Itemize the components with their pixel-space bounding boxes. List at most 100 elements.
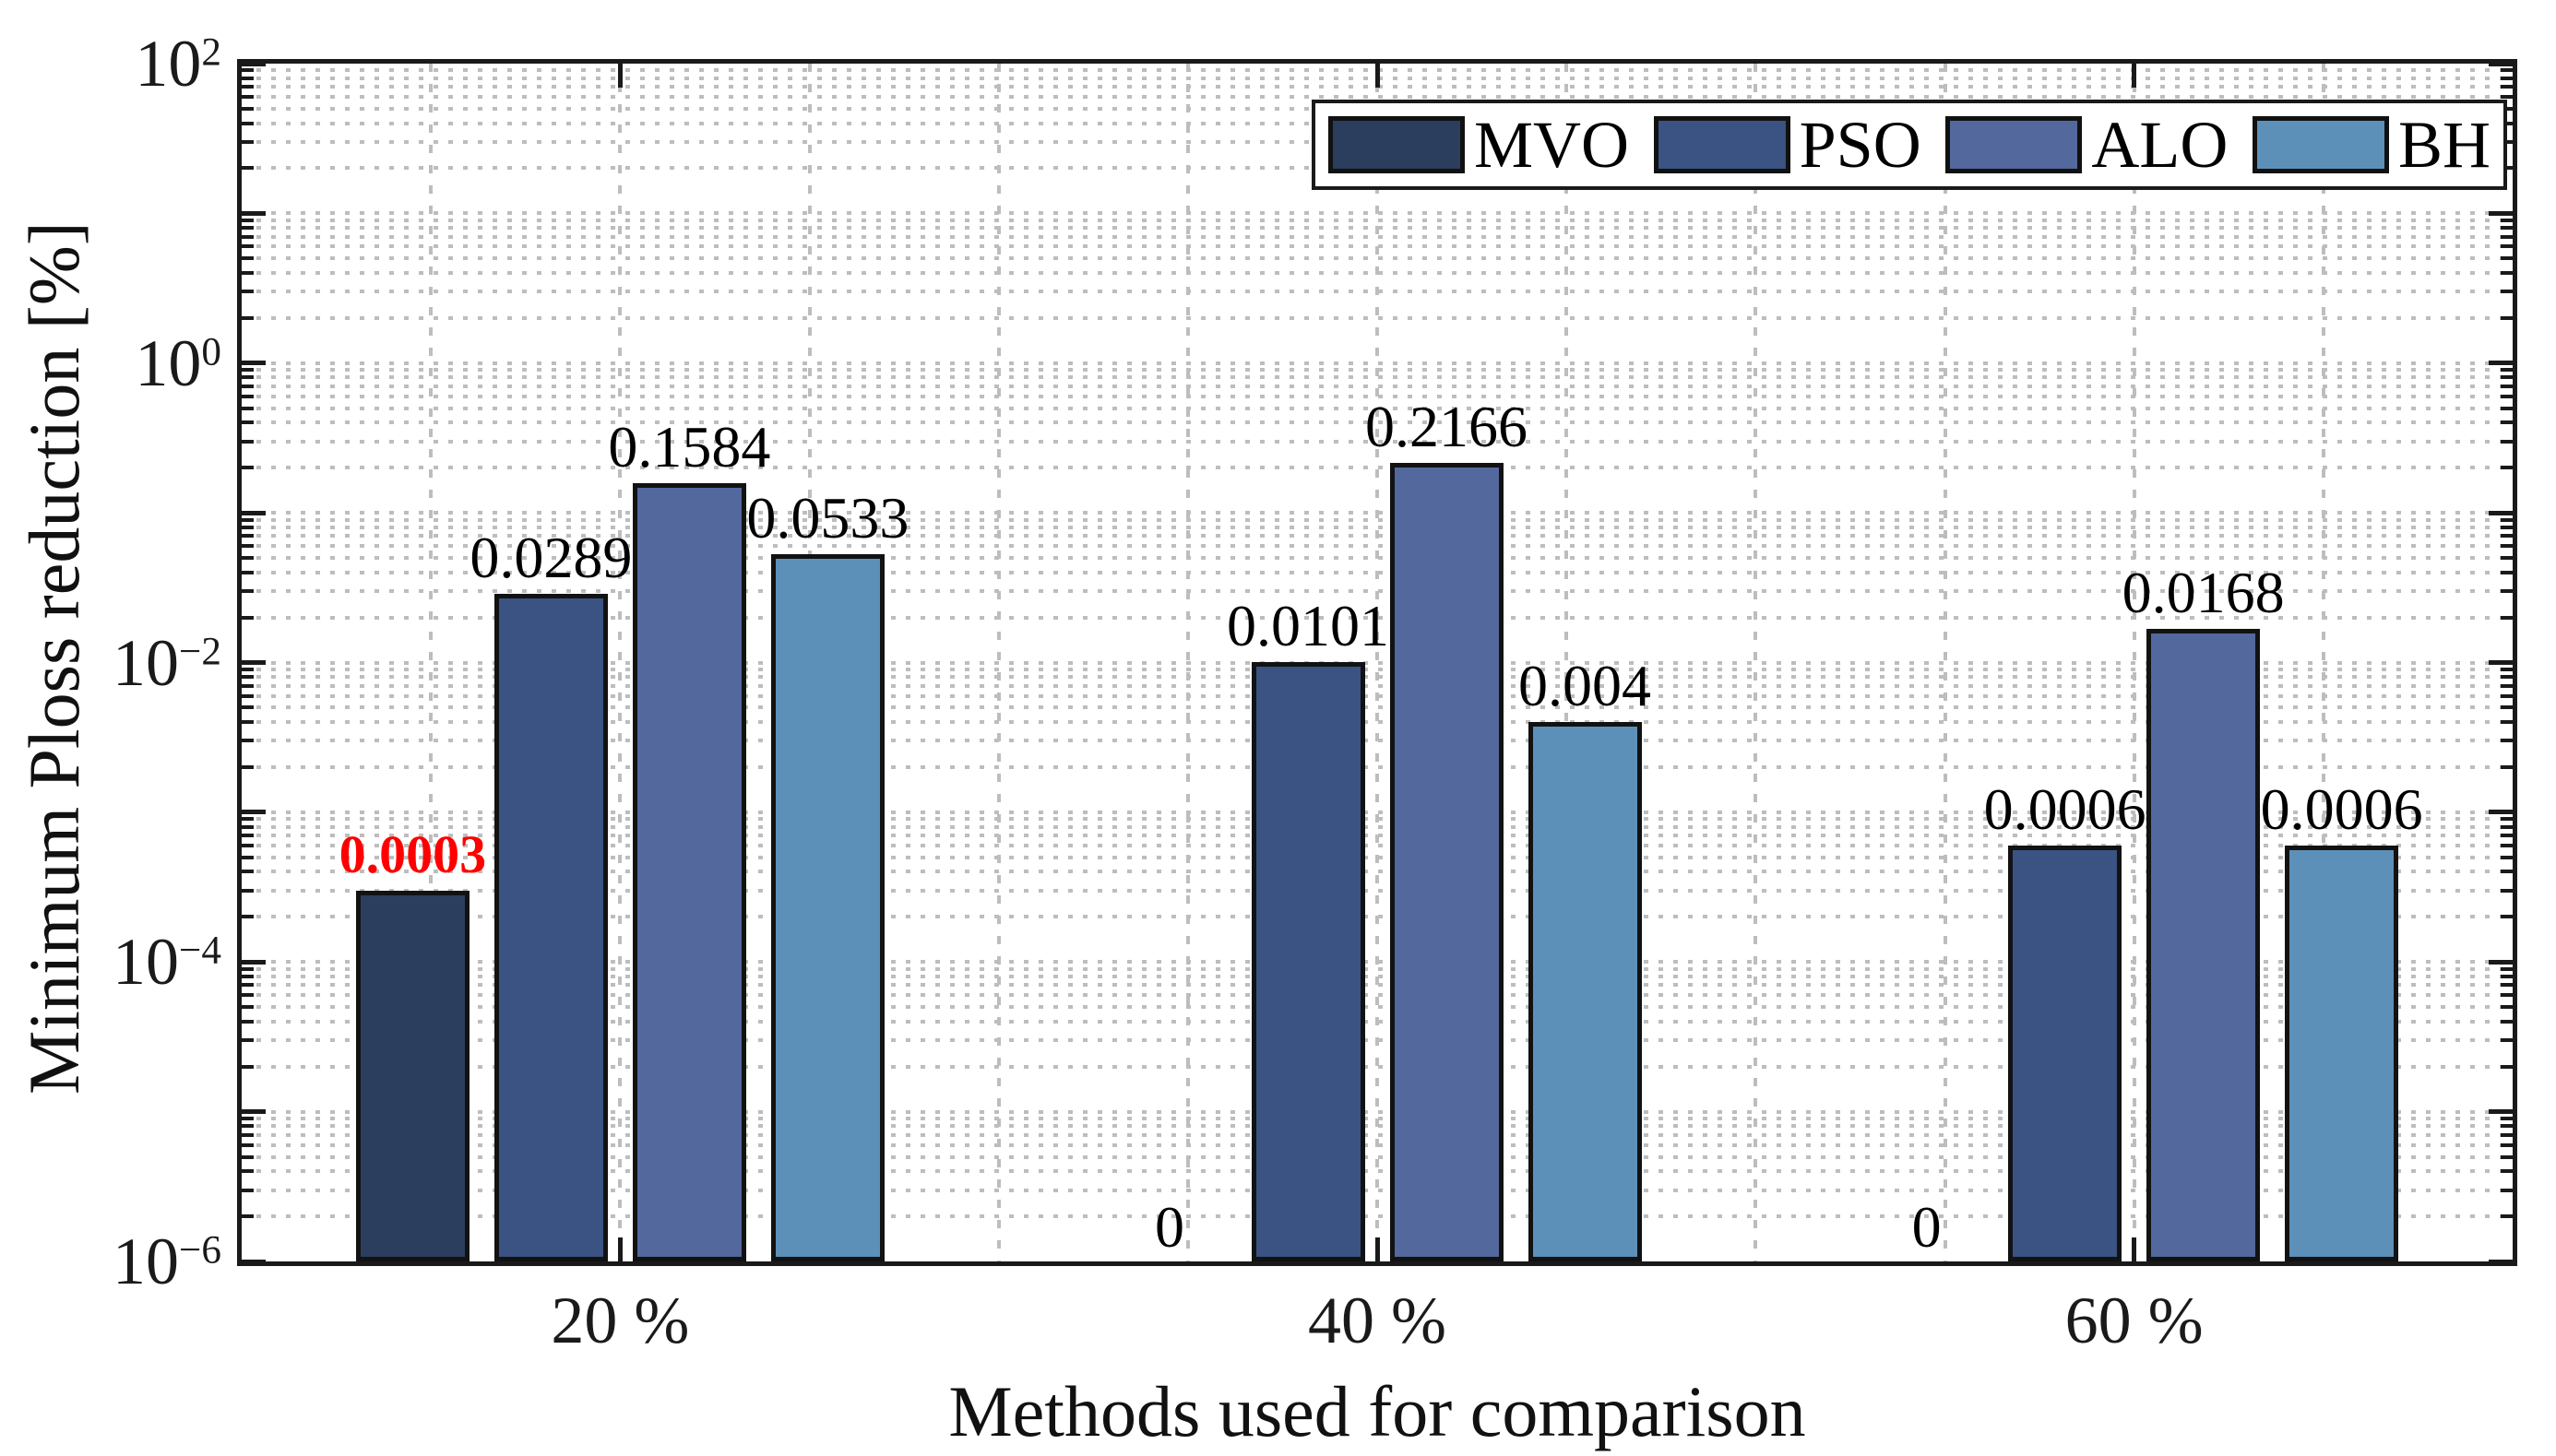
x-major-tick-top [2132,64,2137,88]
y-minor-tick [2501,683,2513,688]
bar-pso-40% [1251,661,1365,1261]
y-tick-exponent: 2 [201,30,221,75]
bar-alo-60% [2146,628,2261,1261]
y-minor-tick [242,705,254,710]
y-minor-tick [2501,226,2513,231]
y-minor-tick [2501,1169,2513,1174]
y-minor-tick [242,218,254,222]
bar-pso-20% [493,593,608,1261]
y-minor-tick [242,1038,254,1043]
x-axis-label: Methods used for comparison [948,1371,1806,1451]
legend-label-alo: ALO [2091,108,2229,182]
y-minor-tick [2501,1064,2513,1069]
y-major-tick [242,210,266,216]
y-minor-tick [242,1188,254,1192]
y-minor-tick [2501,915,2513,919]
legend-item-bh: BH [2252,112,2491,178]
y-minor-tick [242,1117,254,1121]
x-tick-label: 60 % [2064,1284,2204,1357]
y-minor-tick [242,615,254,620]
y-minor-tick [242,121,254,125]
y-minor-tick [2501,218,2513,222]
y-minor-tick [2501,95,2513,100]
y-tick-exponent: −4 [179,929,221,973]
y-minor-tick [2501,439,2513,444]
y-minor-tick [242,139,254,144]
y-minor-tick [2501,85,2513,89]
y-major-tick [2489,510,2513,515]
y-minor-tick [242,667,254,671]
bar-bh-60% [2285,845,2399,1261]
y-minor-tick [242,85,254,89]
y-minor-tick [2501,843,2513,847]
y-minor-tick [242,1124,254,1129]
y-major-tick [242,1259,266,1264]
y-minor-tick [242,570,254,574]
y-minor-tick [242,76,254,80]
bh-color-swatch [2252,116,2389,173]
y-minor-tick [2501,739,2513,743]
y-minor-tick [2501,870,2513,874]
y-minor-tick [2501,720,2513,725]
y-major-tick [2489,959,2513,965]
y-minor-tick [2501,983,2513,988]
x-major-tick-bottom [1374,1237,1380,1261]
y-minor-tick [2501,675,2513,680]
y-minor-tick [242,974,254,978]
y-minor-tick [242,888,254,893]
x-major-tick-top [617,64,623,88]
bar-value-label: 0.2166 [1365,393,1528,459]
y-minor-tick [2501,888,2513,893]
y-minor-tick [242,915,254,919]
y-major-tick [2489,660,2513,665]
y-minor-tick [2501,1132,2513,1137]
y-minor-tick [2501,368,2513,373]
y-minor-tick [242,534,254,539]
y-minor-tick [2501,244,2513,249]
y-tick-label: 10−4 [113,925,221,1000]
y-minor-tick [242,439,254,444]
y-minor-tick [242,368,254,373]
y-minor-tick [242,870,254,874]
y-minor-tick [2501,1154,2513,1159]
y-major-tick [242,959,266,965]
y-major-tick [242,810,266,815]
y-major-tick [242,1109,266,1115]
y-minor-tick [2501,394,2513,398]
y-minor-tick [242,270,254,275]
bar-bh-40% [1528,722,1642,1261]
y-minor-tick [2501,1038,2513,1043]
y-minor-tick [2501,993,2513,998]
y-minor-tick [2501,570,2513,574]
y-tick-label: 102 [135,27,221,101]
y-minor-tick [242,1005,254,1010]
y-minor-tick [2501,270,2513,275]
y-minor-tick [242,1142,254,1147]
y-tick-label: 10−2 [113,625,221,700]
bar-alo-20% [632,482,746,1261]
y-minor-tick [242,544,254,549]
y-minor-tick [2501,420,2513,425]
y-tick-exponent: 0 [201,330,221,374]
y-minor-tick [242,589,254,594]
y-minor-tick [2501,1188,2513,1192]
gridline-vertical [2321,64,2325,1261]
y-major-tick [2489,61,2513,66]
y-minor-tick [242,1132,254,1137]
x-tick-label: 40 % [1308,1284,1446,1357]
y-minor-tick [2501,517,2513,522]
y-minor-tick [242,290,254,294]
y-minor-tick [242,817,254,822]
y-minor-tick [2501,1019,2513,1024]
y-minor-tick [242,720,254,725]
plot-area: 0.0003 0 0 0.0289 0.0101 0.0006 0.1584 0.2166 0.… [237,59,2517,1266]
y-minor-tick [242,1214,254,1219]
y-minor-tick [2501,834,2513,838]
y-minor-tick [242,68,254,73]
x-major-tick-bottom [617,1237,623,1261]
y-minor-tick [2501,1142,2513,1147]
y-minor-tick [2501,705,2513,710]
y-minor-tick [242,556,254,560]
gridline-vertical [618,64,623,1261]
y-minor-tick [2501,764,2513,769]
